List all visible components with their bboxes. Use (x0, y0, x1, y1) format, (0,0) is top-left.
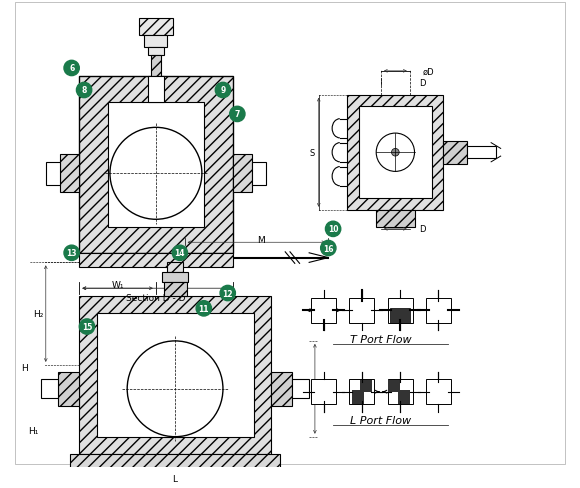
Bar (387, 298, 412, 323)
Bar (148, 77, 164, 103)
Bar (96, 313, 253, 437)
Bar (148, 48, 164, 56)
Bar (311, 380, 336, 404)
Bar (443, 142, 467, 164)
Bar (292, 380, 309, 399)
Bar (252, 163, 266, 185)
Circle shape (45, 480, 60, 488)
Bar (144, 36, 168, 48)
Text: D: D (419, 225, 425, 234)
Text: 15: 15 (82, 323, 92, 331)
Text: W₁: W₁ (111, 280, 124, 289)
Circle shape (79, 480, 95, 488)
Text: 1: 1 (50, 483, 55, 488)
Bar (58, 372, 79, 406)
Bar (233, 155, 252, 193)
Bar (388, 380, 400, 392)
Text: 14: 14 (175, 249, 185, 258)
Text: 8: 8 (81, 86, 87, 95)
Bar (349, 380, 374, 404)
Circle shape (77, 83, 92, 99)
Bar (46, 163, 60, 185)
Circle shape (196, 301, 212, 316)
Circle shape (321, 241, 336, 256)
Bar (349, 298, 374, 323)
Circle shape (64, 245, 79, 261)
Text: H: H (21, 364, 28, 372)
Text: L Port Flow: L Port Flow (350, 416, 412, 426)
Text: øP: øP (320, 385, 329, 393)
Text: 9: 9 (220, 86, 226, 95)
Bar (41, 380, 58, 399)
Bar (426, 380, 451, 404)
Text: W: W (171, 280, 179, 289)
Text: T Port Flow: T Port Flow (350, 334, 412, 345)
Bar (376, 210, 415, 227)
Circle shape (215, 83, 231, 99)
Bar (79, 296, 271, 454)
Circle shape (172, 245, 187, 261)
Bar (70, 454, 280, 473)
Circle shape (206, 480, 221, 488)
Circle shape (110, 128, 202, 220)
Circle shape (376, 134, 415, 172)
Bar (79, 253, 233, 267)
Bar (271, 372, 292, 406)
Bar (139, 19, 173, 36)
Bar (79, 77, 233, 253)
Bar (60, 155, 79, 193)
Bar (164, 282, 187, 296)
Text: 11: 11 (198, 304, 209, 313)
Text: 16: 16 (323, 244, 333, 253)
Bar (108, 103, 204, 227)
Bar (311, 298, 336, 323)
Text: 2: 2 (84, 483, 89, 488)
Bar (162, 272, 188, 282)
Text: S: S (309, 148, 315, 158)
Text: 5: 5 (295, 483, 300, 488)
Bar (151, 56, 161, 77)
Bar (360, 380, 372, 392)
Text: M: M (258, 235, 265, 244)
Circle shape (325, 222, 341, 237)
Circle shape (79, 319, 95, 334)
Bar (387, 380, 412, 404)
Text: 12: 12 (223, 289, 233, 298)
Text: Section D - D: Section D - D (126, 294, 186, 303)
Circle shape (392, 149, 399, 157)
Bar (168, 263, 183, 272)
Circle shape (127, 341, 223, 437)
Text: øD: øD (423, 67, 434, 76)
Text: 3: 3 (172, 483, 177, 488)
Bar (352, 390, 364, 404)
Bar (426, 298, 451, 323)
Text: 7: 7 (235, 110, 240, 119)
Text: 4: 4 (211, 483, 216, 488)
Circle shape (230, 107, 245, 122)
Text: 6: 6 (69, 64, 74, 73)
Text: D: D (419, 79, 425, 88)
Text: L: L (173, 474, 177, 483)
Text: 10: 10 (328, 225, 338, 234)
Bar (347, 96, 443, 210)
Bar (390, 309, 410, 323)
Text: H₁: H₁ (28, 427, 38, 436)
Circle shape (168, 480, 183, 488)
Text: H₂: H₂ (33, 309, 44, 318)
Text: 13: 13 (66, 249, 77, 258)
Bar (359, 107, 432, 199)
Circle shape (220, 286, 235, 301)
Bar (467, 147, 496, 159)
Circle shape (290, 480, 305, 488)
Circle shape (64, 61, 79, 77)
Bar (398, 390, 410, 404)
